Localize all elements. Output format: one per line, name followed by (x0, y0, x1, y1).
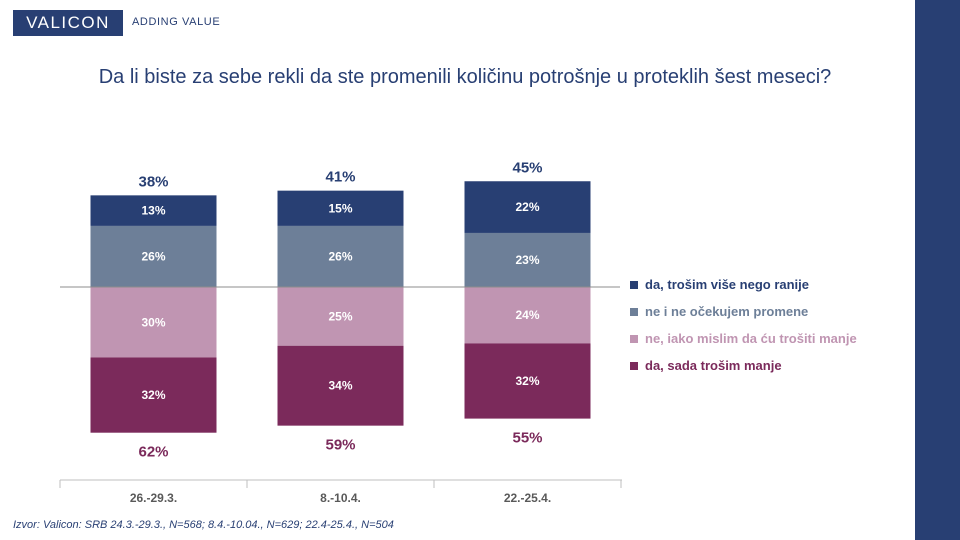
bar-segment (277, 345, 404, 426)
legend-swatch (630, 334, 638, 343)
bar-segment (464, 343, 591, 419)
segment-value-label: 25% (328, 309, 352, 323)
stacked-bar-chart: 26% 13% 38% 30% 32% 62% 26.-29.3. 26% 15% 41% 25% 3… (59, 159, 622, 505)
chart-title: Da li biste za sebe rekli da ste promeni… (98, 66, 832, 88)
legend-label: da, trošim više nego ranije (645, 277, 809, 292)
segment-value-label: 32% (515, 374, 539, 388)
legend-item: da, sada trošim manje (630, 352, 857, 379)
bar-segment (464, 287, 591, 344)
segment-value-label: 32% (141, 388, 165, 402)
legend-label: ne i ne očekujem promene (645, 304, 809, 319)
legend-item: ne i ne očekujem promene (630, 298, 857, 325)
logo-tagline: ADDING VALUE (132, 16, 221, 28)
bar-segment (277, 225, 404, 287)
x-tick-label: 8.-10.4. (320, 491, 361, 505)
valicon-logo: VALICON (13, 10, 123, 36)
top-total-label: 41% (325, 169, 355, 186)
bottom-total-label: 59% (325, 437, 355, 454)
top-total-label: 38% (138, 173, 168, 190)
segment-value-label: 22% (515, 200, 539, 214)
x-tick-label: 22.-25.4. (504, 491, 551, 505)
legend-item: da, trošim više nego ranije (630, 271, 857, 298)
bar-segment (90, 287, 217, 358)
chart-legend: da, trošim više nego ranije ne i ne očeku… (630, 271, 857, 379)
segment-value-label: 34% (328, 379, 352, 393)
bar-segment (90, 225, 217, 287)
segment-value-label: 30% (141, 315, 165, 329)
bar-segment (464, 181, 591, 233)
bar-segment (277, 190, 404, 226)
bottom-total-label: 55% (512, 430, 542, 447)
bar-segment (464, 232, 591, 287)
segment-value-label: 26% (141, 249, 165, 263)
segment-value-label: 23% (515, 253, 539, 267)
bar-segment (277, 287, 404, 346)
segment-value-label: 13% (141, 204, 165, 218)
legend-label: da, sada trošim manje (645, 358, 782, 373)
segment-value-label: 15% (328, 201, 352, 215)
x-tick-label: 26.-29.3. (130, 491, 177, 505)
legend-item: ne, iako mislim da ću trošiti manje (630, 325, 857, 352)
segment-value-label: 26% (328, 249, 352, 263)
bar-segment (90, 195, 217, 226)
legend-swatch (630, 280, 638, 289)
segment-value-label: 24% (515, 308, 539, 322)
legend-label: ne, iako mislim da ću trošiti manje (645, 331, 857, 346)
top-total-label: 45% (512, 159, 542, 176)
brand-side-band (915, 0, 960, 540)
legend-swatch (630, 307, 638, 316)
bar-segment (90, 357, 217, 433)
bottom-total-label: 62% (138, 444, 168, 461)
logo-text: VALICON (26, 13, 110, 32)
legend-swatch (630, 361, 638, 370)
source-note: Izvor: Valicon: SRB 24.3.-29.3., N=568; … (13, 519, 394, 531)
